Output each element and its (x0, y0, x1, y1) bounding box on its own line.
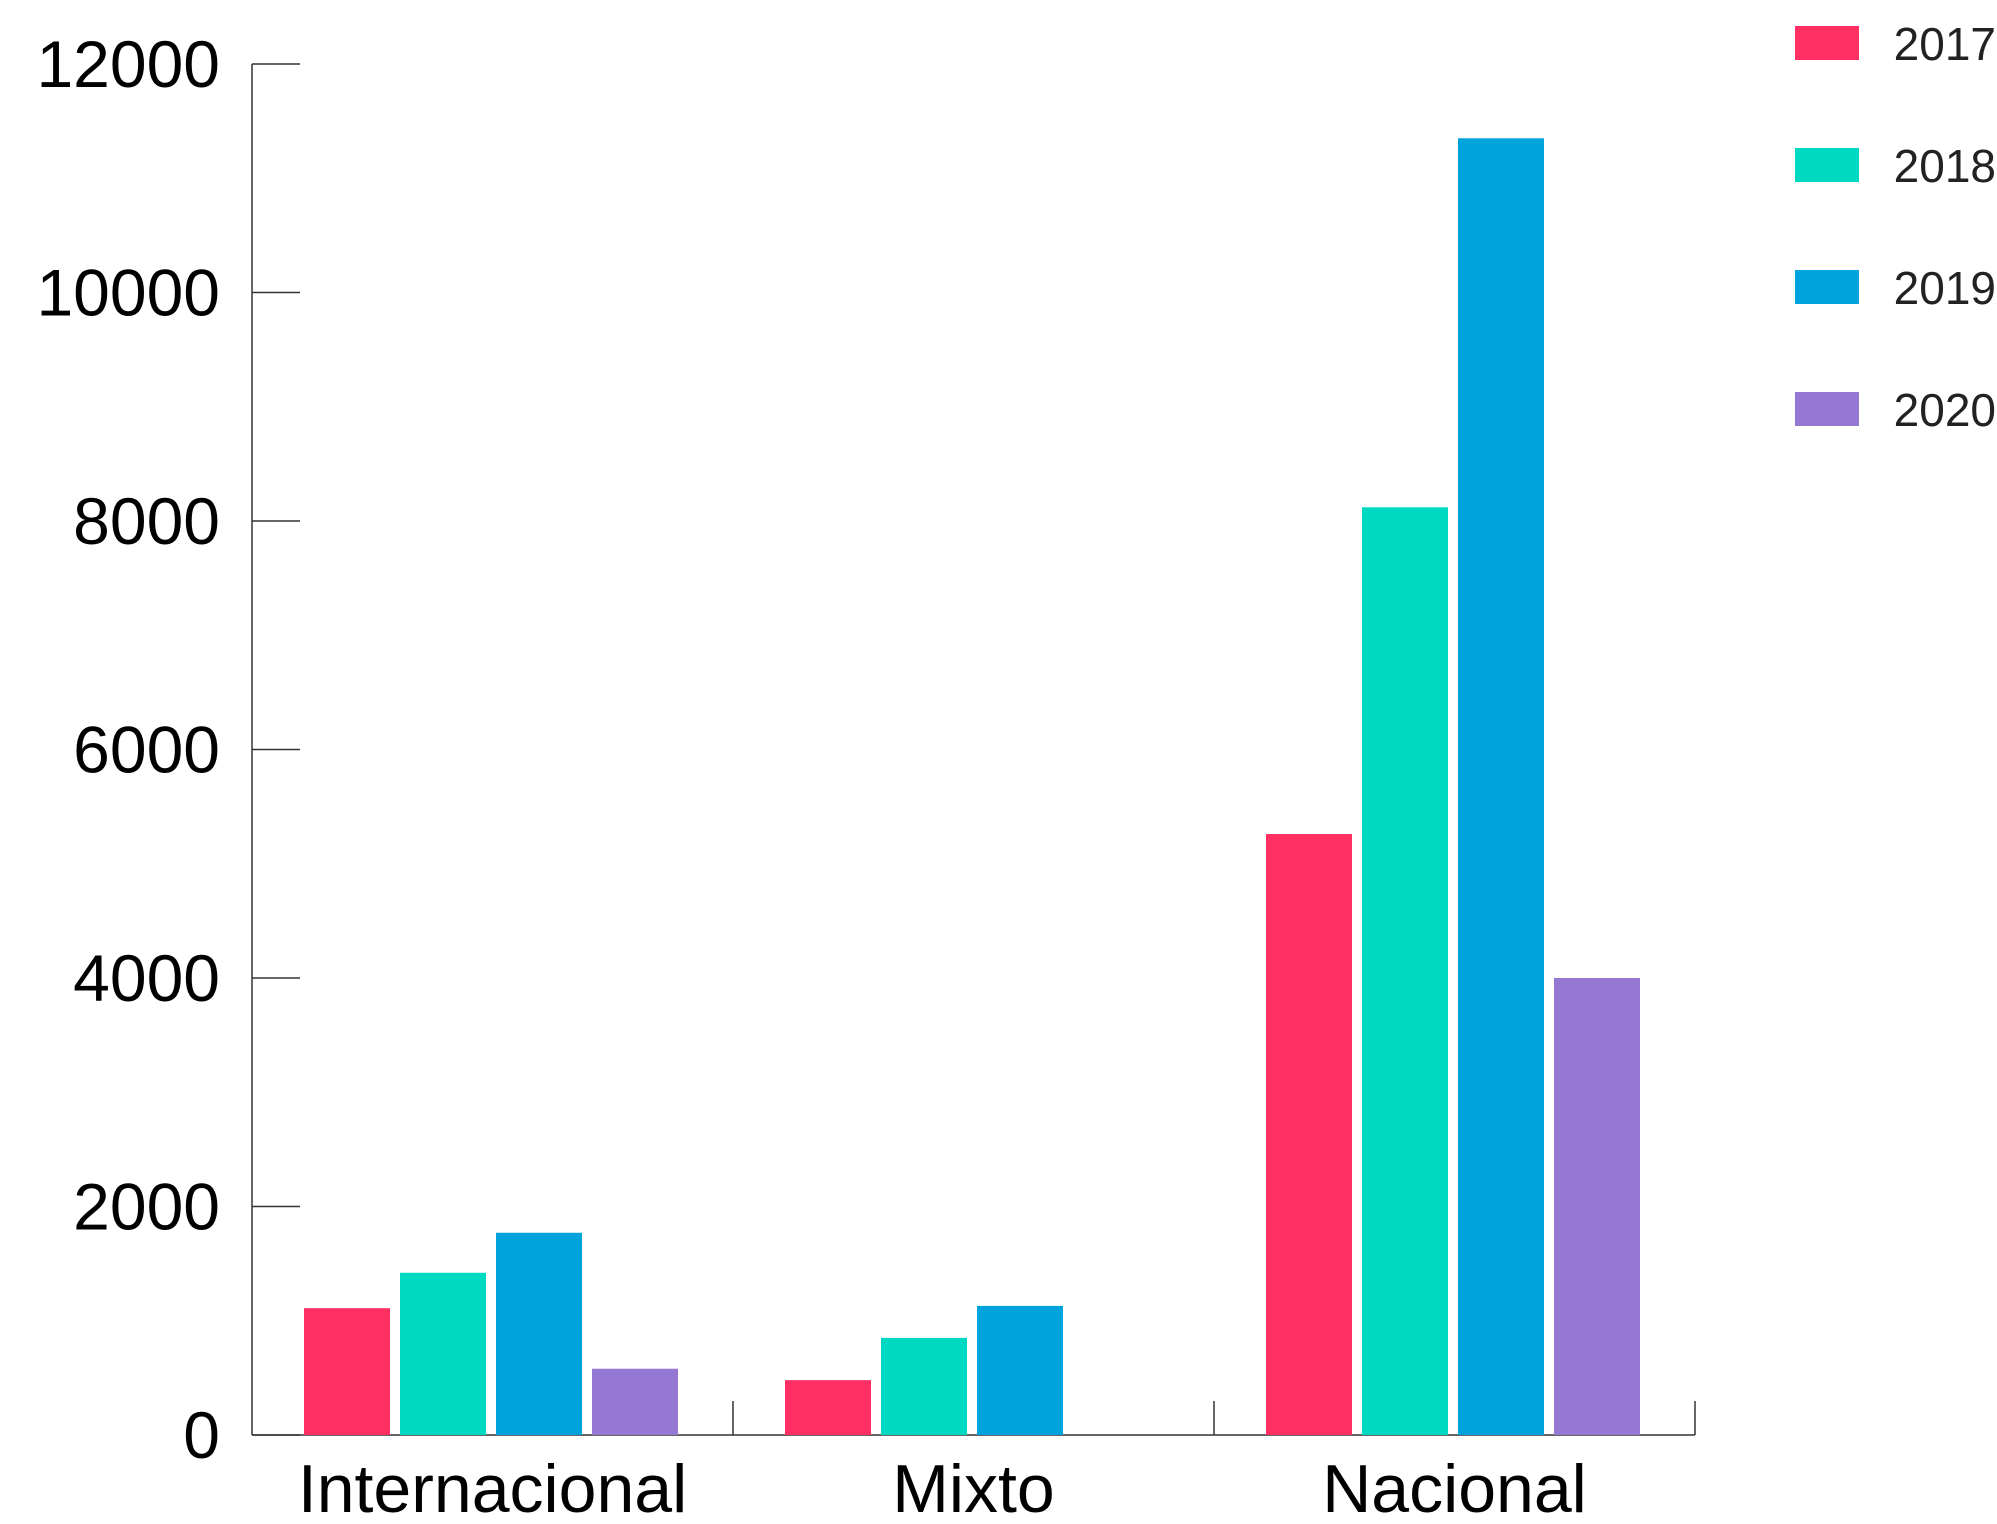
bar-2017-mixto (785, 1380, 871, 1435)
y-tick-label: 10000 (36, 256, 220, 330)
y-tick-label: 6000 (73, 713, 220, 787)
bar-2018-internacional (400, 1272, 486, 1435)
bar-2020-internacional (592, 1368, 678, 1435)
y-tick-label: 2000 (73, 1170, 220, 1244)
y-axis: 0 2000 4000 6000 8000 10000 12000 (36, 27, 300, 1472)
bar-2019-mixto (977, 1305, 1063, 1435)
y-tick-label: 0 (183, 1398, 220, 1472)
y-tick-label: 4000 (73, 941, 220, 1015)
legend-label: 2017 (1894, 18, 1996, 70)
x-axis (252, 1401, 1696, 1436)
legend-label: 2020 (1894, 384, 1996, 436)
legend-swatch-2017 (1795, 26, 1859, 60)
bars (304, 138, 1640, 1436)
legend-swatch-2018 (1795, 148, 1859, 182)
legend-swatch-2019 (1795, 270, 1859, 304)
bar-2019-nacional (1458, 138, 1544, 1436)
y-tick-label: 12000 (36, 27, 220, 101)
bar-2018-mixto (881, 1337, 967, 1435)
legend-swatch-2020 (1795, 392, 1859, 426)
bar-2020-nacional (1554, 978, 1640, 1435)
y-tick-label: 8000 (73, 484, 220, 558)
bar-2018-nacional (1362, 507, 1448, 1435)
category-labels: Internacional Mixto Nacional (298, 1451, 1587, 1524)
legend: 2017 2018 2019 2020 (1795, 18, 1996, 436)
legend-label: 2018 (1894, 140, 1996, 192)
bar-2019-internacional (496, 1232, 582, 1435)
x-category-label: Internacional (298, 1451, 687, 1524)
x-category-label: Nacional (1322, 1451, 1587, 1524)
legend-label: 2019 (1894, 262, 1996, 314)
bar-2017-nacional (1266, 834, 1352, 1435)
x-category-label: Mixto (892, 1451, 1054, 1524)
bar-2017-internacional (304, 1308, 390, 1435)
